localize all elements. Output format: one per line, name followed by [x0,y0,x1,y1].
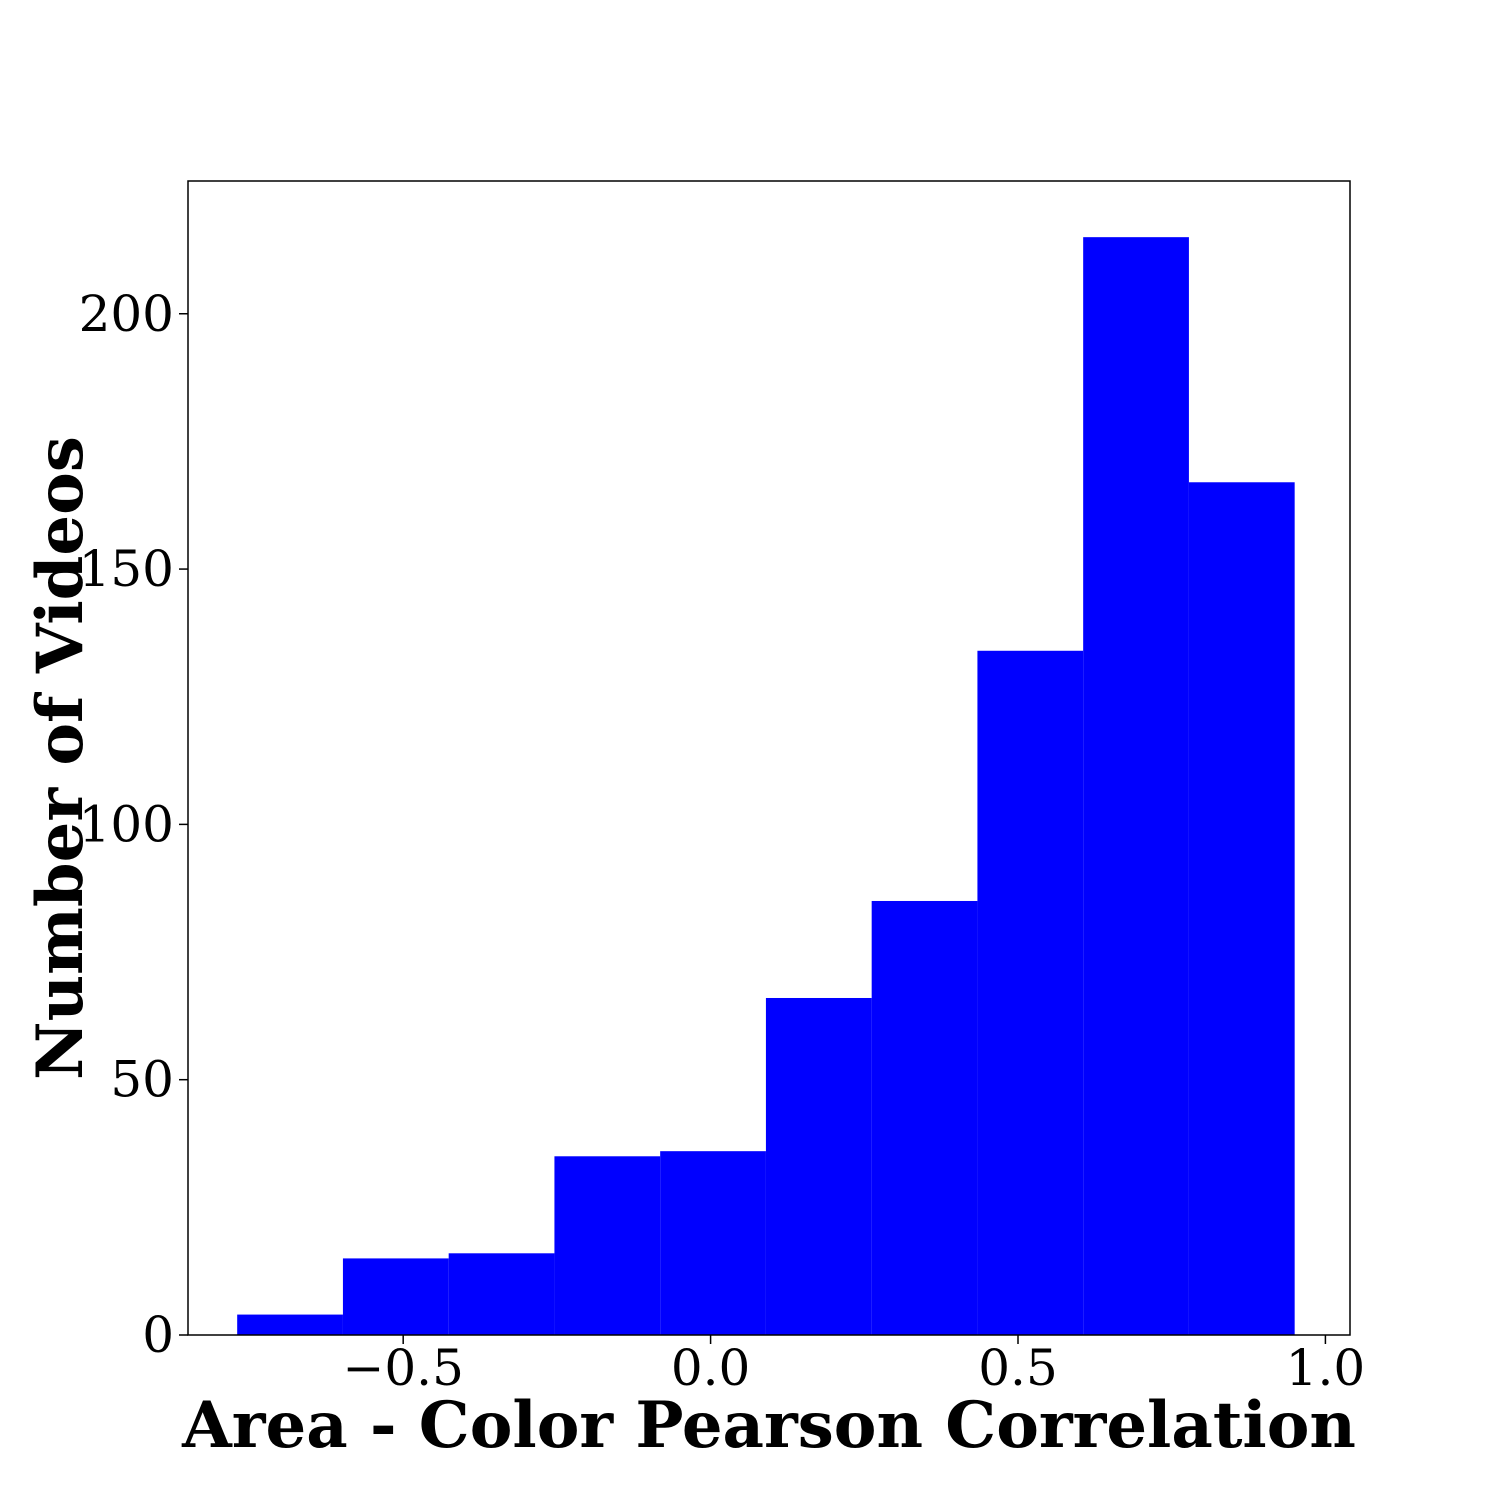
y-axis-label: Number of Videos [23,436,98,1080]
plot-area-frame [187,180,1351,1336]
histogram-bar [1083,237,1189,1336]
x-tick-label: 0.5 [978,1339,1058,1397]
histogram-bar [765,997,872,1335]
histogram-bar [1188,482,1295,1335]
y-tick-label: 150 [79,540,174,598]
y-tick-label: 50 [110,1051,174,1109]
histogram-bar [342,1258,449,1335]
x-tick-label: −0.5 [342,1339,463,1397]
histogram-bar [871,900,978,1335]
histogram-bar [977,650,1084,1335]
y-tick-label: 0 [142,1306,174,1364]
histogram-bar [237,1314,343,1335]
x-tick-label: 1.0 [1286,1339,1366,1397]
y-axis-ticks: 0 50 100 150 200 [79,285,188,1364]
histogram-bar [554,1156,661,1335]
y-tick-label: 200 [79,285,174,343]
bars-group [237,237,1295,1336]
histogram-bar [448,1253,555,1335]
x-axis-label: Area - Color Pearson Correlation [181,1388,1356,1463]
y-tick-label: 100 [79,795,174,853]
x-tick-label: 0.0 [671,1339,751,1397]
x-axis-ticks: −0.5 0.0 0.5 1.0 [342,1335,1365,1397]
histogram-bar [660,1151,766,1335]
